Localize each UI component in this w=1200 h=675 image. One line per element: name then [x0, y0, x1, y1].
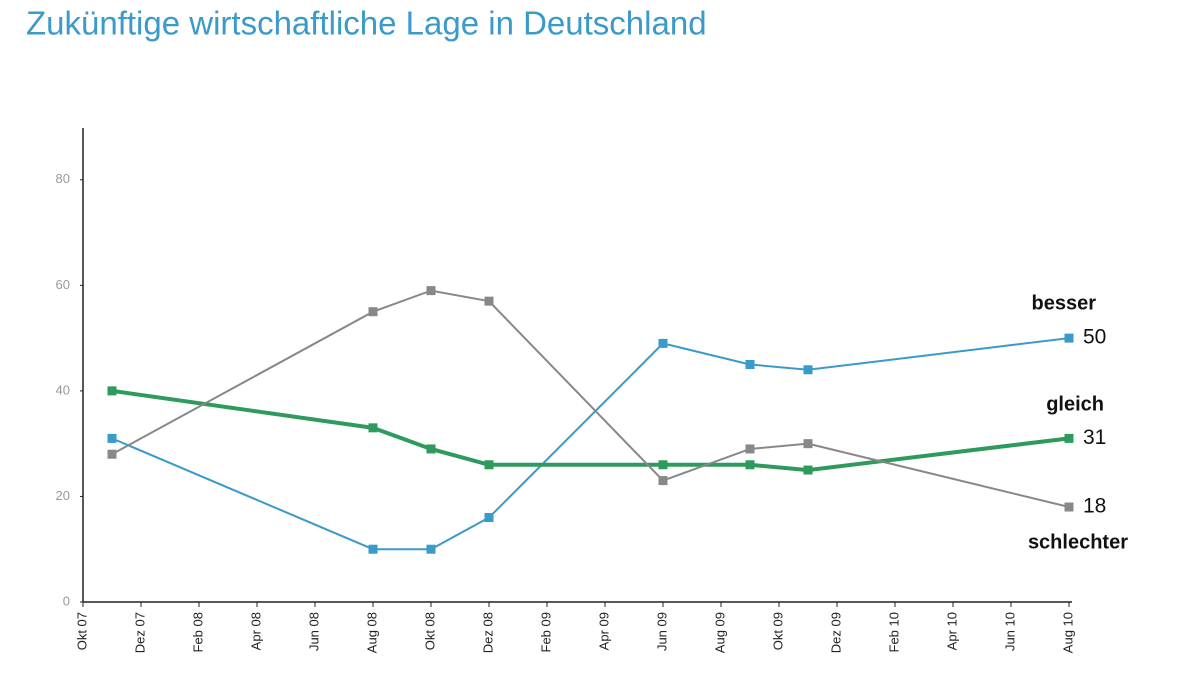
point — [658, 460, 668, 470]
x-tick-label: Apr 10 — [944, 612, 959, 650]
point — [368, 423, 378, 433]
y-tick-label: 0 — [63, 593, 70, 608]
point — [1064, 333, 1074, 343]
point — [426, 286, 436, 296]
point — [658, 338, 668, 348]
point — [368, 544, 378, 554]
x-tick-label: Aug 10 — [1060, 612, 1075, 653]
x-tick-label: Jun 10 — [1002, 612, 1017, 651]
x-tick-label: Aug 09 — [712, 612, 727, 653]
x-tick-label: Jun 08 — [306, 612, 321, 651]
point — [803, 439, 813, 449]
series-label: gleich — [1046, 394, 1104, 416]
x-tick-label: Aug 08 — [364, 612, 379, 653]
point — [745, 360, 755, 369]
series-line — [111, 337, 1070, 551]
series-line — [111, 388, 1070, 473]
y-tick-label: 80 — [56, 171, 70, 186]
point — [484, 513, 494, 523]
point — [1064, 502, 1074, 512]
point — [368, 307, 378, 317]
point — [426, 544, 436, 554]
point — [484, 296, 494, 306]
value-label: 31 — [1083, 426, 1106, 449]
series-label: besser — [1032, 292, 1097, 314]
series-line — [111, 289, 1070, 508]
point — [107, 449, 117, 459]
x-tick-label: Okt 09 — [770, 612, 785, 650]
point — [803, 365, 813, 375]
x-tick-label: Apr 08 — [248, 612, 263, 650]
x-tick-label: Feb 09 — [538, 612, 553, 652]
x-tick-label: Dez 09 — [828, 612, 843, 653]
point — [107, 386, 117, 396]
chart-title: Zukünftige wirtschaftliche Lage in Deuts… — [26, 5, 707, 42]
point — [1064, 433, 1074, 443]
y-tick-label: 60 — [56, 277, 70, 292]
point — [484, 460, 494, 470]
point — [803, 465, 813, 475]
x-tick-label: Dez 08 — [480, 612, 495, 653]
series-label: schlechter — [1028, 531, 1128, 553]
x-tick-label: Okt 08 — [422, 612, 437, 650]
point — [658, 476, 668, 486]
point — [107, 433, 117, 443]
y-tick-label: 40 — [56, 382, 70, 397]
point — [745, 460, 755, 470]
x-tick-label: Apr 09 — [596, 612, 611, 650]
value-label: 18 — [1083, 495, 1106, 518]
x-tick-label: Dez 07 — [132, 612, 147, 653]
value-label: 50 — [1083, 326, 1106, 349]
point — [426, 444, 436, 454]
point — [745, 444, 755, 454]
x-tick-label: Okt 07 — [74, 612, 89, 650]
x-tick-label: Feb 08 — [190, 612, 205, 652]
y-tick-label: 20 — [56, 488, 70, 503]
x-tick-label: Jun 09 — [654, 612, 669, 651]
x-tick-label: Feb 10 — [886, 612, 901, 652]
